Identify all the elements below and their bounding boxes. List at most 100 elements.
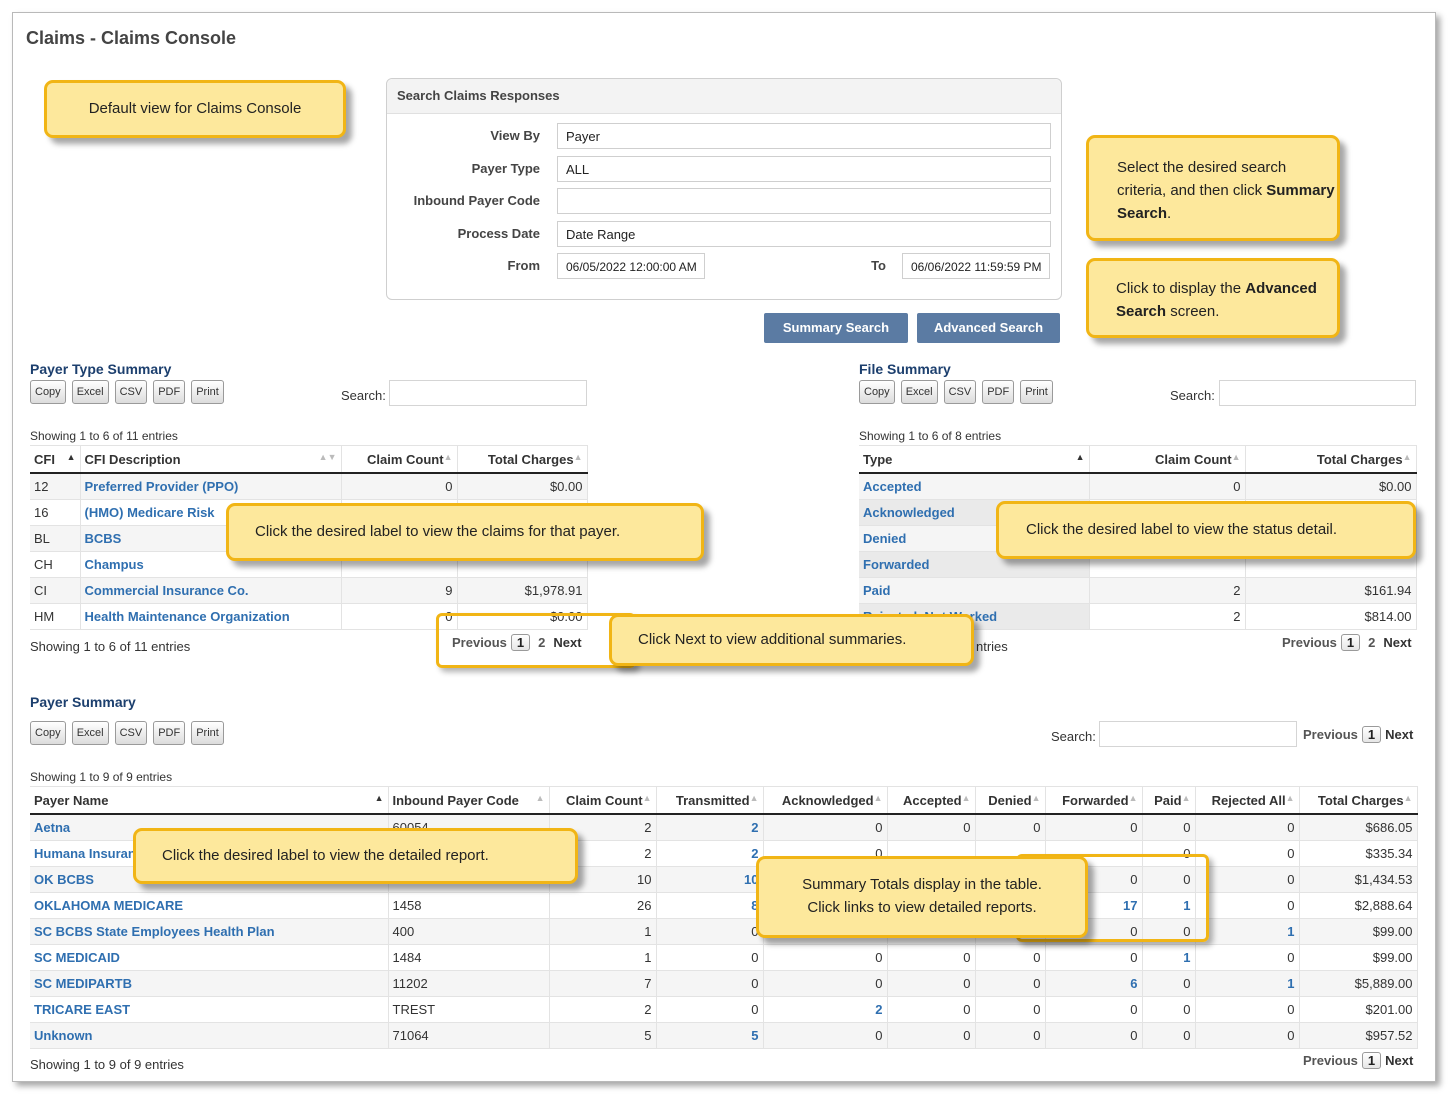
csv-button[interactable]: CSV bbox=[114, 380, 148, 404]
count-link[interactable]: 2 bbox=[763, 996, 888, 1023]
payer-name-link[interactable]: SC BCBS State Employees Health Plan bbox=[30, 918, 389, 945]
count-link[interactable]: 2 bbox=[656, 814, 764, 841]
pager-next[interactable]: Next bbox=[1385, 727, 1414, 742]
pager-page-1[interactable]: 1 bbox=[1361, 1052, 1382, 1069]
payer-type-link[interactable]: Health Maintenance Organization bbox=[80, 603, 342, 630]
summary-search-button[interactable]: Summary Search bbox=[764, 313, 908, 343]
col-payer-name[interactable]: Payer Name ▲ bbox=[30, 786, 389, 815]
col-accepted[interactable]: Accepted ▲ bbox=[887, 786, 976, 815]
status-link[interactable]: Accepted bbox=[859, 473, 1090, 500]
value-cell: 0 bbox=[975, 996, 1046, 1023]
pager-page-1[interactable]: 1 bbox=[1361, 726, 1382, 743]
excel-button[interactable]: Excel bbox=[71, 380, 109, 404]
payer-name-link[interactable]: SC MEDICAID bbox=[30, 944, 389, 971]
col-denied[interactable]: Denied ▲ bbox=[975, 786, 1046, 815]
col-type[interactable]: Type ▲ bbox=[859, 445, 1090, 474]
pager-previous[interactable]: Previous bbox=[1282, 635, 1337, 650]
copy-button[interactable]: Copy bbox=[30, 380, 66, 404]
table-row: Accepted 0 $0.00 bbox=[859, 473, 1417, 500]
view-by-select[interactable]: Payer bbox=[557, 123, 1051, 149]
col-cfi[interactable]: CFI ▲ bbox=[30, 445, 81, 474]
col-inbound-payer-code[interactable]: Inbound Payer Code ▲ bbox=[388, 786, 550, 815]
pager-page-1[interactable]: 1 bbox=[1340, 634, 1361, 651]
col-acknowledged[interactable]: Acknowledged ▲ bbox=[763, 786, 888, 815]
pager-next[interactable]: Next bbox=[1385, 1053, 1414, 1068]
pager-previous[interactable]: Previous bbox=[1303, 727, 1358, 742]
count-link[interactable]: 1 bbox=[1195, 970, 1300, 997]
col-total-charges[interactable]: Total Charges ▲ bbox=[457, 445, 588, 474]
pager-next[interactable]: Next bbox=[1383, 635, 1412, 650]
process-date-select[interactable]: Date Range bbox=[557, 221, 1051, 247]
from-date-input[interactable]: 06/05/2022 12:00:00 AM bbox=[557, 253, 705, 279]
pager-previous[interactable]: Previous bbox=[452, 635, 507, 650]
callout-next-summaries: Click Next to view additional summaries. bbox=[609, 614, 974, 666]
col-claim-count[interactable]: Claim Count ▲ bbox=[549, 786, 657, 815]
col-total-charges[interactable]: Total Charges ▲ bbox=[1245, 445, 1417, 474]
payer-type-select[interactable]: ALL bbox=[557, 156, 1051, 182]
count-link[interactable]: 10 bbox=[656, 866, 764, 893]
pdf-button[interactable]: PDF bbox=[153, 721, 186, 745]
pager-previous[interactable]: Previous bbox=[1303, 1053, 1358, 1068]
excel-button[interactable]: Excel bbox=[900, 380, 938, 404]
payer-type-link[interactable]: Commercial Insurance Co. bbox=[80, 577, 342, 604]
count-link[interactable]: 5 bbox=[656, 1022, 764, 1049]
inbound-payer-code-cell: 11202 bbox=[388, 970, 550, 997]
payer-name-link[interactable]: TRICARE EAST bbox=[30, 996, 389, 1023]
payer-name-link[interactable]: OKLAHOMA MEDICARE bbox=[30, 892, 389, 919]
col-total-charges[interactable]: Total Charges ▲ bbox=[1299, 786, 1418, 815]
table-row: SC MEDIPARTB 11202 7 0 0 0 0 6 0 1 $5,889.00 bbox=[30, 970, 1418, 997]
pager-page-1[interactable]: 1 bbox=[510, 634, 531, 651]
col-transmitted[interactable]: Transmitted ▲ bbox=[656, 786, 764, 815]
file-summary-showing-top: Showing 1 to 6 of 8 entries bbox=[859, 429, 1002, 443]
payer-type-summary-title: Payer Type Summary bbox=[30, 361, 172, 377]
print-button[interactable]: Print bbox=[191, 721, 224, 745]
col-cfi-description[interactable]: CFI Description ▲▼ bbox=[80, 445, 342, 474]
value-cell: $686.05 bbox=[1299, 814, 1418, 841]
table-row: SC MEDICAID 1484 1 0 0 0 0 0 1 0 $99.00 bbox=[30, 944, 1418, 971]
pdf-button[interactable]: PDF bbox=[982, 380, 1015, 404]
value-cell: 1 bbox=[549, 944, 657, 971]
value-cell: 0 bbox=[656, 918, 764, 945]
print-button[interactable]: Print bbox=[191, 380, 224, 404]
copy-button[interactable]: Copy bbox=[859, 380, 895, 404]
table-row: CI Commercial Insurance Co. 9 $1,978.91 bbox=[30, 577, 588, 604]
csv-button[interactable]: CSV bbox=[943, 380, 977, 404]
pager-next[interactable]: Next bbox=[553, 635, 582, 650]
value-cell: 0 bbox=[1195, 814, 1300, 841]
pager-page-2[interactable]: 2 bbox=[538, 635, 546, 650]
payer-type-search-input[interactable] bbox=[389, 380, 587, 406]
advanced-search-button[interactable]: Advanced Search bbox=[917, 313, 1060, 343]
pager-page-2[interactable]: 2 bbox=[1368, 635, 1376, 650]
count-link[interactable]: 1 bbox=[1142, 892, 1196, 919]
payer-name-link[interactable]: Unknown bbox=[30, 1022, 389, 1049]
col-claim-count[interactable]: Claim Count ▲ bbox=[1089, 445, 1246, 474]
count-link[interactable]: 1 bbox=[1195, 918, 1300, 945]
inbound-payer-code-input[interactable] bbox=[557, 188, 1051, 214]
value-cell: 0 bbox=[887, 970, 976, 997]
payer-summary-showing-top: Showing 1 to 9 of 9 entries bbox=[30, 770, 173, 784]
value-cell: 5 bbox=[549, 1022, 657, 1049]
table-row: TRICARE EAST TREST 2 0 2 0 0 0 0 0 $201.00 bbox=[30, 996, 1418, 1023]
col-paid[interactable]: Paid ▲ bbox=[1142, 786, 1196, 815]
csv-button[interactable]: CSV bbox=[114, 721, 148, 745]
status-link[interactable]: Paid bbox=[859, 577, 1090, 604]
payer-type-search-label: Search: bbox=[341, 388, 386, 403]
col-rejected-all[interactable]: Rejected All ▲ bbox=[1195, 786, 1300, 815]
pdf-button[interactable]: PDF bbox=[153, 380, 186, 404]
count-link[interactable]: 2 bbox=[656, 840, 764, 867]
file-summary-search-input[interactable] bbox=[1219, 380, 1416, 406]
excel-button[interactable]: Excel bbox=[71, 721, 109, 745]
payer-summary-search-input[interactable] bbox=[1099, 721, 1297, 747]
payer-name-link[interactable]: SC MEDIPARTB bbox=[30, 970, 389, 997]
count-link[interactable]: 8 bbox=[656, 892, 764, 919]
col-forwarded[interactable]: Forwarded ▲ bbox=[1045, 786, 1143, 815]
col-claim-count[interactable]: Claim Count ▲ bbox=[341, 445, 458, 474]
payer-type-link[interactable]: Preferred Provider (PPO) bbox=[80, 473, 342, 500]
count-link[interactable]: 1 bbox=[1142, 944, 1196, 971]
copy-button[interactable]: Copy bbox=[30, 721, 66, 745]
value-cell: 0 bbox=[1195, 840, 1300, 867]
print-button[interactable]: Print bbox=[1020, 380, 1053, 404]
to-date-input[interactable]: 06/06/2022 11:59:59 PM bbox=[902, 253, 1050, 279]
count-link[interactable]: 6 bbox=[1045, 970, 1143, 997]
